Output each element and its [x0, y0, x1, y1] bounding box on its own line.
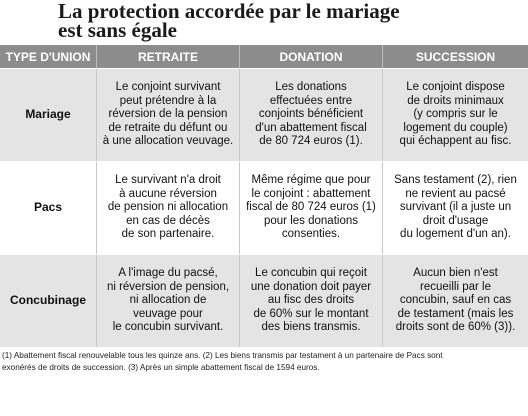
cell-line: de son partenaire. — [121, 228, 215, 241]
cell-line: droit d'usage — [422, 214, 489, 227]
cell-line: de retraite du défunt ou — [108, 121, 228, 134]
footnote-line: exonérés de droits de succession. (3) Ap… — [2, 363, 320, 372]
cell-line: une donation doit payer — [250, 280, 372, 293]
title: La protection accordée par le mariage est… — [58, 0, 400, 42]
table-cell: Le concubin qui reçoit une donation doit … — [240, 255, 383, 347]
table-cell: Même régime que pour le conjoint : abatte… — [240, 162, 383, 254]
cell-line: ne revient au pacsé — [405, 187, 506, 200]
cell-line: de 80 724 euros (1). — [259, 135, 363, 148]
cell-line: peut prétendre à la — [119, 94, 217, 107]
cell-line: pour les donations — [264, 214, 358, 227]
cell-line: Sans testament (2), rien — [394, 174, 517, 187]
cell-line: Aucun bien n'est — [413, 267, 498, 280]
cell-line: consenties. — [281, 228, 341, 241]
table-cell: Aucun bien n'est recueilli par le concubin… — [383, 255, 528, 347]
table-row: Pacs Le survivant n'a droit à aucune réver… — [0, 161, 528, 254]
cell-line: concubin, sauf en cas — [399, 294, 512, 307]
cell-line: (y compris sur le — [413, 108, 498, 121]
column-header: SUCCESSION — [415, 49, 496, 64]
cell-line: du logement d'un an). — [400, 228, 511, 241]
table-cell: Le conjoint survivant peut prétendre à la… — [97, 69, 240, 161]
footnote-line: (1) Abattement fiscal renouvelable tous … — [2, 351, 443, 360]
title-line: est sans égale — [58, 18, 177, 42]
table-row: Mariage Le conjoint survivant peut prétend… — [0, 68, 528, 161]
cell-line: ni allocation de — [129, 294, 207, 307]
row-label: Concubinage — [0, 255, 97, 347]
column-header: TYPE D'UNION — [0, 45, 97, 68]
header-row: TYPE D'UNION RETRAITE DONATION SUCCESSION — [0, 45, 528, 68]
cell-line: Même régime que pour — [251, 174, 371, 187]
table-cell: Sans testament (2), rien ne revient au pa… — [383, 162, 528, 254]
cell-line: droits sont de 60% (3)). — [395, 321, 516, 334]
cell-line: qui échappent au fisc. — [399, 135, 512, 148]
table-cell: Le survivant n'a droit à aucune réversion… — [97, 162, 240, 254]
table: TYPE D'UNION RETRAITE DONATION SUCCESSION Ma… — [0, 45, 528, 347]
cell-line: d'un abattement fiscal — [255, 121, 367, 134]
cell-line: ni réversion de pension, — [106, 280, 230, 293]
row-label: Pacs — [0, 162, 97, 254]
column-header: RETRAITE — [97, 45, 240, 68]
cell-line: Le conjoint survivant — [115, 81, 221, 94]
cell-line: en cas de décès — [126, 214, 210, 227]
title-line: La protection accordée par le mariage — [58, 0, 400, 23]
cell-line: à une allocation veuvage. — [102, 135, 234, 148]
cell-line: fiscal de 80 724 euros (1) — [246, 201, 376, 214]
cell-line: de droits minimaux — [407, 94, 504, 107]
cell-line: de pension ni allocation — [107, 201, 229, 214]
cell-line: Le conjoint dispose — [406, 81, 505, 94]
cell-line: Le survivant n'a droit — [115, 174, 221, 187]
cell-line: conjoints bénéficient — [258, 108, 364, 121]
cell-line: de 60% sur le montant — [253, 307, 369, 320]
cell-line: logement du couple) — [403, 121, 508, 134]
table-row: Concubinage A l'image du pacsé, ni réversi… — [0, 254, 528, 347]
cell-line: réversion de la pension — [108, 108, 228, 121]
cell-line: le concubin survivant. — [112, 321, 224, 334]
cell-line: recueilli par le — [420, 280, 491, 293]
cell-line: à aucune réversion — [119, 187, 217, 200]
cell-line: A l'image du pacsé, — [118, 267, 218, 280]
cell-line: des biens transmis. — [261, 321, 361, 334]
footnote: (1) Abattement fiscal renouvelable tous … — [2, 350, 443, 374]
table-cell: A l'image du pacsé, ni réversion de pensi… — [97, 255, 240, 347]
cell-line: veuvage pour — [133, 307, 203, 320]
row-label: Mariage — [0, 69, 97, 161]
cell-line: le conjoint : abattement — [251, 187, 371, 200]
cell-line: survivant (il a juste un — [399, 201, 512, 214]
cell-line: Les donations — [275, 81, 347, 94]
column-header: DONATION — [240, 45, 383, 68]
cell-line: Le concubin qui reçoit — [255, 267, 367, 280]
cell-line: au fisc des droits — [267, 294, 355, 307]
table-cell: Le conjoint dispose de droits minimaux (y … — [383, 69, 528, 161]
cell-line: effectuées entre — [269, 94, 353, 107]
cell-line: de testament (mais les — [397, 307, 514, 320]
table-cell: Les donations effectuées entre conjoints b… — [240, 69, 383, 161]
